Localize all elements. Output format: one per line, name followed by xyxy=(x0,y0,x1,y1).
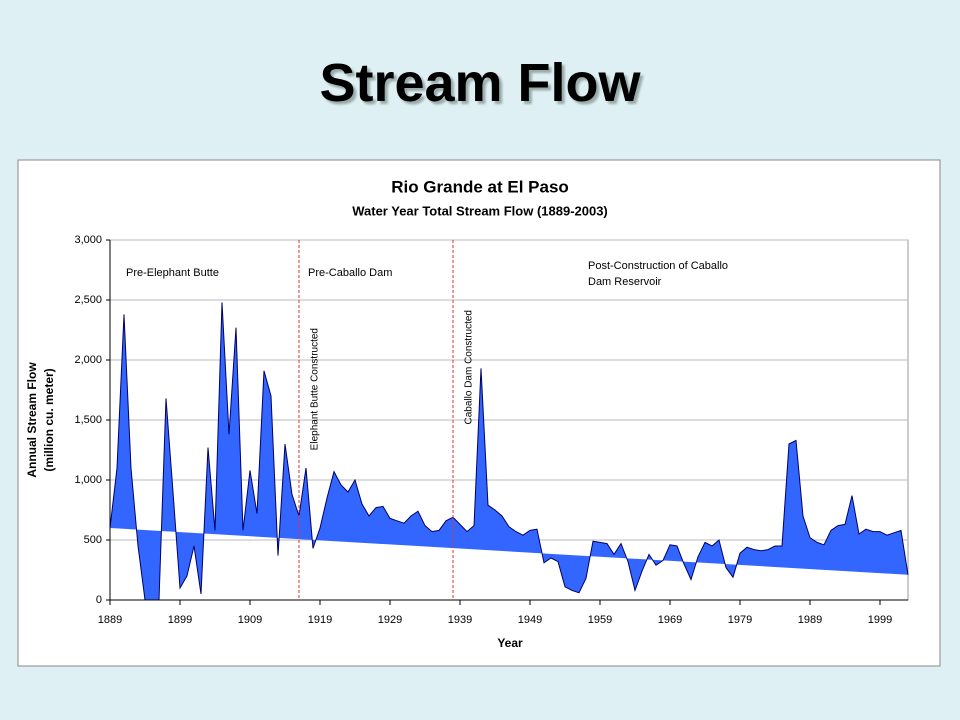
period-label: Dam Reservoir xyxy=(588,276,662,288)
y-tick-label: 0 xyxy=(96,594,102,606)
x-tick-label: 1989 xyxy=(798,614,822,626)
x-tick-label: 1959 xyxy=(588,614,612,626)
slide-title: Stream Flow xyxy=(319,53,641,113)
y-tick-label: 2,000 xyxy=(74,354,102,366)
y-tick-label: 1,500 xyxy=(74,414,102,426)
y-axis-label: (million cu. meter) xyxy=(42,368,56,471)
period-label: Pre-Caballo Dam xyxy=(308,267,392,279)
x-tick-label: 1919 xyxy=(308,614,332,626)
event-label: Caballo Dam Constructed xyxy=(464,310,475,425)
chart-title: Rio Grande at El Paso xyxy=(391,177,569,196)
period-label: Post-Construction of Caballo xyxy=(588,260,728,272)
x-tick-label: 1929 xyxy=(378,614,402,626)
x-tick-label: 1979 xyxy=(728,614,752,626)
y-axis-label: Annual Stream Flow xyxy=(25,362,39,478)
y-tick-label: 3,000 xyxy=(74,234,102,246)
area xyxy=(109,302,909,601)
x-tick-label: 1939 xyxy=(448,614,472,626)
x-tick-label: 1999 xyxy=(868,614,892,626)
period-label: Pre-Elephant Butte xyxy=(126,267,219,279)
x-tick-label: 1899 xyxy=(168,614,192,626)
x-tick-label: 1949 xyxy=(518,614,542,626)
x-tick-label: 1889 xyxy=(98,614,122,626)
y-tick-label: 500 xyxy=(84,534,102,546)
x-tick-label: 1969 xyxy=(658,614,682,626)
event-label: Elephant Butte Constructed xyxy=(310,328,321,450)
x-tick-label: 1909 xyxy=(238,614,262,626)
chart-subtitle: Water Year Total Stream Flow (1889-2003) xyxy=(352,203,608,218)
y-tick-label: 2,500 xyxy=(74,294,102,306)
x-axis-label: Year xyxy=(497,636,523,650)
y-tick-label: 1,000 xyxy=(74,474,102,486)
